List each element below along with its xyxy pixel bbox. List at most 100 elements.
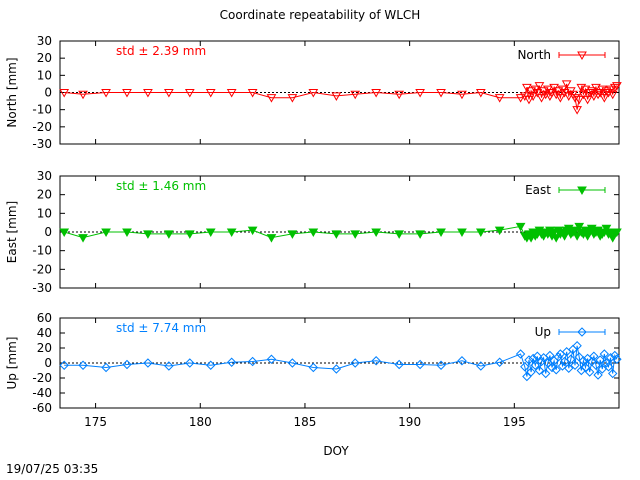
legend-label: North: [517, 48, 551, 62]
data-point: [515, 349, 526, 359]
data-point: [547, 362, 557, 373]
data-point: [331, 230, 342, 239]
data-point: [534, 82, 545, 91]
data-point: [457, 228, 467, 238]
data-point: [605, 85, 616, 95]
std-annotation: std ± 7.74 mm: [116, 321, 206, 335]
data-point: [578, 356, 589, 366]
data-point: [457, 90, 467, 100]
data-point: [536, 94, 547, 103]
chart-title: Coordinate repeatability of WLCH: [219, 8, 421, 22]
data-point: [532, 89, 543, 98]
data-point: [247, 226, 258, 236]
data-point: [350, 90, 361, 100]
data-point: [226, 89, 237, 98]
data-point: [350, 358, 360, 368]
data-point: [540, 90, 551, 100]
y-tick-label: -20: [32, 371, 52, 385]
data-point: [122, 359, 132, 370]
data-point: [122, 228, 132, 238]
data-point: [566, 354, 576, 364]
y-tick-label: 60: [37, 311, 52, 325]
data-point: [572, 106, 582, 115]
y-tick-label: 40: [37, 326, 52, 340]
data-point: [308, 228, 319, 238]
data-point: [601, 358, 612, 368]
timestamp: 19/07/25 03:35: [6, 462, 99, 476]
data-point: [247, 356, 258, 367]
data-point: [515, 222, 526, 232]
data-point: [553, 352, 563, 362]
data-point: [603, 362, 614, 372]
data-point: [553, 87, 564, 96]
y-tick-label: 20: [37, 188, 52, 202]
data-point: [572, 232, 582, 241]
data-point: [287, 230, 298, 239]
data-point: [415, 359, 425, 370]
data-point: [591, 83, 601, 93]
y-tick-label: 0: [44, 86, 52, 100]
data-point: [576, 365, 587, 376]
data-point: [515, 94, 526, 103]
y-tick-label: 0: [44, 356, 52, 370]
data-point: [371, 228, 382, 238]
data-point: [541, 368, 551, 379]
data-point: [308, 89, 319, 98]
data-point: [526, 367, 536, 377]
y-tick-label: 20: [37, 51, 52, 65]
data-point: [570, 94, 580, 103]
data-point: [564, 363, 574, 373]
legend-marker: [577, 327, 587, 337]
y-tick-label: -60: [32, 401, 52, 415]
data-point: [436, 89, 446, 98]
data-point: [534, 365, 545, 376]
data-point: [287, 94, 298, 103]
y-tick-label: -20: [32, 262, 52, 276]
data-point: [287, 358, 298, 368]
data-point: [605, 353, 616, 363]
data-point: [331, 364, 342, 374]
legend-marker: [577, 51, 587, 61]
y-tick-label: -10: [32, 244, 52, 258]
data-point: [599, 94, 610, 103]
data-point: [205, 89, 216, 98]
data-point: [589, 92, 599, 101]
y-tick-label: -40: [32, 386, 52, 400]
y-tick-label: -20: [32, 120, 52, 134]
panel-north: 30 20 10 0 -10 -20 -30 North [mm] std ± 2.39 mm N…: [5, 34, 622, 151]
data-point: [371, 356, 381, 366]
data-point: [599, 349, 610, 359]
y-tick-label: 30: [37, 169, 52, 183]
x-tick-label: 175: [84, 415, 107, 429]
data-point: [247, 89, 258, 98]
data-point: [206, 360, 216, 370]
data-point: [547, 89, 557, 98]
data-point: [394, 359, 404, 370]
data-point: [593, 370, 603, 380]
data-point: [164, 89, 174, 98]
data-point: [555, 94, 566, 103]
data-point: [530, 360, 540, 370]
x-axis-label: DOY: [323, 444, 349, 458]
data-point: [415, 230, 425, 239]
y-tick-label: 0: [44, 225, 52, 239]
y-axis-label: Up [mm]: [5, 337, 19, 390]
data-point: [608, 368, 618, 379]
data-point: [545, 350, 555, 361]
data-point: [266, 94, 277, 103]
legend-label: Up: [535, 325, 551, 339]
data-point: [526, 87, 536, 96]
data-point: [436, 228, 446, 238]
data-point: [457, 356, 467, 366]
data-point: [591, 360, 601, 370]
y-tick-label: 10: [37, 68, 52, 82]
data-point: [226, 357, 237, 367]
data-point: [494, 94, 505, 103]
data-point: [612, 82, 622, 91]
data-point: [266, 354, 277, 364]
data-point: [476, 361, 486, 371]
data-point: [612, 354, 622, 364]
data-point: [570, 360, 580, 370]
data-point: [574, 95, 585, 105]
